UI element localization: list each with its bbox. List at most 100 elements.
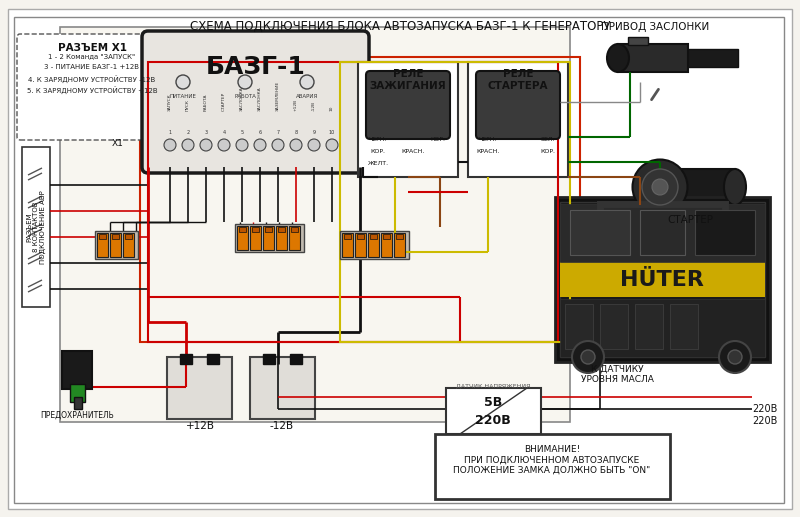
Bar	[291, 227, 298, 232]
Text: HÜTER: HÜTER	[620, 270, 704, 290]
Text: 3: 3	[205, 130, 207, 135]
Bar	[640, 210, 685, 255]
Bar	[278, 227, 285, 232]
Circle shape	[200, 139, 212, 151]
Bar	[263, 354, 275, 364]
Circle shape	[238, 75, 252, 89]
Text: РЕЛЕ
ЗАЖИГАНИЯ: РЕЛЕ ЗАЖИГАНИЯ	[370, 69, 446, 90]
Bar	[468, 62, 568, 177]
Circle shape	[236, 139, 248, 151]
Bar	[60, 27, 570, 422]
Bar	[235, 224, 304, 252]
Bar	[289, 226, 300, 250]
Bar	[62, 351, 92, 389]
Text: ПИТАНИЕ: ПИТАНИЕ	[170, 94, 197, 99]
Circle shape	[652, 179, 668, 195]
Bar	[680, 169, 735, 205]
FancyBboxPatch shape	[476, 71, 560, 139]
Text: СХЕМА ПОДКЛЮЧЕНИЯ БЛОКА АВТОЗАПУСКА БАЗГ-1 К ГЕНЕРАТОРУ: СХЕМА ПОДКЛЮЧЕНИЯ БЛОКА АВТОЗАПУСКА БАЗГ…	[190, 20, 610, 33]
Text: РАЗЪЕМ Х1: РАЗЪЕМ Х1	[58, 43, 126, 53]
Bar	[368, 233, 379, 257]
Text: 8: 8	[294, 130, 298, 135]
Bar	[394, 233, 405, 257]
Bar	[381, 233, 392, 257]
Circle shape	[182, 139, 194, 151]
Text: ПУСК: ПУСК	[186, 99, 190, 111]
Text: 5: 5	[241, 130, 243, 135]
Text: ЗАПУСК: ЗАПУСК	[168, 94, 172, 111]
Text: КОР.: КОР.	[430, 137, 446, 142]
Bar	[110, 233, 121, 257]
Bar	[560, 202, 765, 357]
FancyBboxPatch shape	[142, 31, 369, 173]
Circle shape	[290, 139, 302, 151]
Text: 10: 10	[329, 130, 335, 135]
Bar	[560, 204, 765, 262]
Circle shape	[728, 350, 742, 364]
Bar	[570, 210, 630, 255]
Bar	[237, 226, 248, 250]
Bar	[290, 354, 302, 364]
Ellipse shape	[607, 44, 629, 72]
Bar	[618, 44, 688, 72]
Text: РАБОТА: РАБОТА	[204, 94, 208, 111]
FancyBboxPatch shape	[17, 34, 168, 140]
Text: АВАРИЯ: АВАРИЯ	[296, 94, 318, 99]
Text: ЗАЗЕМЛЕНИЕ: ЗАЗЕМЛЕНИЕ	[276, 81, 280, 111]
Bar	[140, 57, 580, 342]
Text: СТАРТЕР: СТАРТЕР	[667, 215, 713, 225]
Bar	[396, 234, 403, 239]
Bar	[370, 234, 377, 239]
Bar	[355, 233, 366, 257]
Text: ЧЕРН.: ЧЕРН.	[369, 137, 387, 142]
Circle shape	[300, 75, 314, 89]
Text: 1: 1	[169, 130, 171, 135]
Text: РЕЛЕ
СТАРТЕРА: РЕЛЕ СТАРТЕРА	[488, 69, 548, 90]
Text: КОР.: КОР.	[370, 149, 386, 154]
Text: 220В: 220В	[475, 415, 511, 428]
Text: 7: 7	[277, 130, 279, 135]
Text: -12В: -12В	[312, 101, 316, 111]
Bar	[97, 233, 108, 257]
FancyBboxPatch shape	[366, 71, 450, 139]
Circle shape	[581, 350, 595, 364]
Text: ЗЕЛ.: ЗЕЛ.	[541, 137, 555, 142]
Bar	[555, 197, 770, 362]
Bar	[628, 37, 648, 45]
Bar	[358, 62, 458, 177]
Bar	[95, 231, 138, 259]
Text: ПРЕДОХРАНИТЕЛЬ: ПРЕДОХРАНИТЕЛЬ	[40, 411, 114, 420]
Circle shape	[719, 341, 751, 373]
Bar	[167, 357, 232, 419]
Bar	[340, 62, 570, 342]
Text: КОР.: КОР.	[541, 149, 555, 154]
Bar	[60, 27, 570, 422]
Text: +12В: +12В	[294, 99, 298, 111]
Bar	[99, 234, 106, 239]
Bar	[565, 304, 593, 349]
Text: 3 - ПИТАНИЕ БАЗГ-1 +12В: 3 - ПИТАНИЕ БАЗГ-1 +12В	[45, 64, 139, 70]
Circle shape	[308, 139, 320, 151]
Text: 4: 4	[222, 130, 226, 135]
Bar	[560, 299, 765, 357]
Text: +12В: +12В	[186, 421, 214, 431]
Bar	[112, 234, 119, 239]
Circle shape	[164, 139, 176, 151]
Bar	[560, 262, 765, 297]
Text: -12В: -12В	[270, 421, 294, 431]
Bar	[688, 49, 738, 67]
Text: 4. К ЗАРЯДНОМУ УСТРОЙСТВУ -12В: 4. К ЗАРЯДНОМУ УСТРОЙСТВУ -12В	[28, 75, 156, 83]
Text: РАБОТА: РАБОТА	[234, 94, 256, 99]
Text: БАЗГ-1: БАЗГ-1	[206, 55, 306, 79]
Text: 5В: 5В	[484, 397, 502, 409]
Text: ЗАСЛОНКА: ЗАСЛОНКА	[258, 86, 262, 111]
Bar	[74, 397, 82, 409]
Text: 6: 6	[258, 130, 262, 135]
Bar	[180, 354, 192, 364]
Text: К ДАТЧИКУ
УРОВНЯ МАСЛА: К ДАТЧИКУ УРОВНЯ МАСЛА	[581, 365, 654, 385]
Text: 5. К ЗАРЯДНОМУ УСТРОЙСТВУ +12В: 5. К ЗАРЯДНОМУ УСТРОЙСТВУ +12В	[26, 86, 158, 94]
Bar	[435, 434, 670, 499]
Text: ЗАСЛОНКА: ЗАСЛОНКА	[240, 86, 244, 111]
Text: ПРИВОД ЗАСЛОНКИ: ПРИВОД ЗАСЛОНКИ	[601, 22, 709, 32]
Bar	[250, 357, 315, 419]
